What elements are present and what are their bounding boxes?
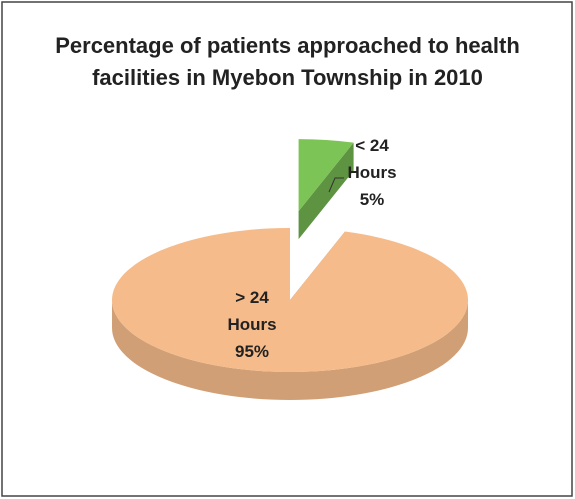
category-label: > 24 Hours xyxy=(227,288,277,334)
value-label: 95% xyxy=(234,342,270,361)
slice-label: < 24 Hours 5% xyxy=(332,132,412,213)
chart-title: Percentage of patients approached to hea… xyxy=(55,33,520,90)
slice-label: > 24 Hours 95% xyxy=(212,284,292,365)
slice-side xyxy=(112,300,468,400)
pie-slice xyxy=(112,227,469,372)
pie-slice xyxy=(298,139,354,212)
category-label: < 24 Hours xyxy=(347,136,397,182)
slice-cut xyxy=(298,142,354,240)
leader-line xyxy=(328,177,344,193)
value-label: 5% xyxy=(359,190,385,209)
